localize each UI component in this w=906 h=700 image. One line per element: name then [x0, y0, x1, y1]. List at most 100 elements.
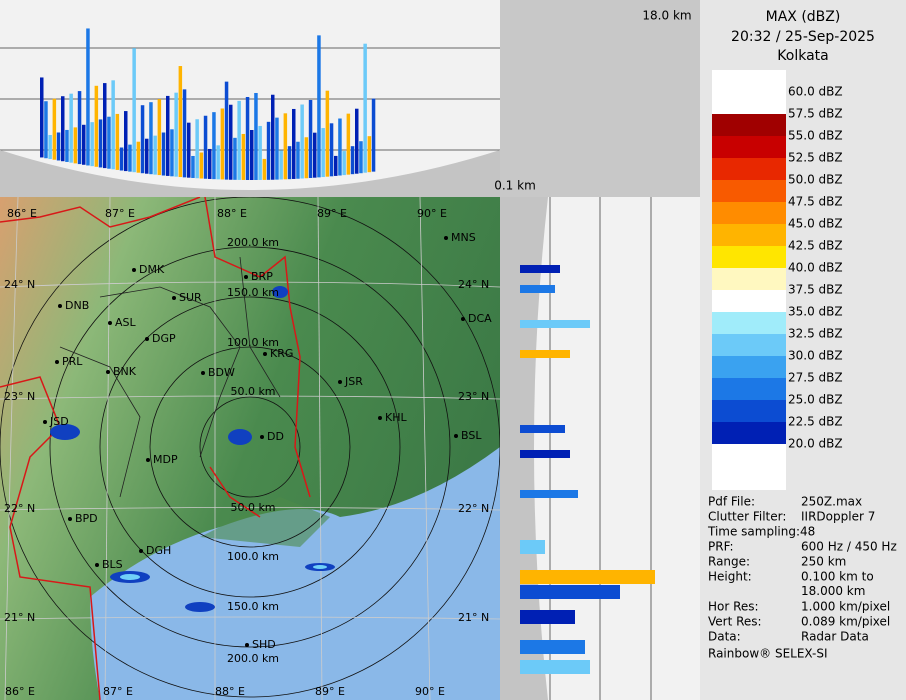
echo — [520, 540, 545, 554]
echo — [283, 113, 288, 180]
echo — [69, 93, 73, 163]
echo — [520, 320, 590, 328]
echo — [124, 111, 128, 172]
echo — [313, 132, 317, 178]
lon-label: 89° E — [317, 207, 347, 220]
echo — [208, 148, 212, 179]
range-label: 150.0 km — [227, 600, 279, 613]
echo — [216, 145, 220, 180]
city-label: BPD — [75, 512, 98, 525]
city-label: MNS — [451, 231, 476, 244]
lon-label: 87° E — [103, 685, 133, 698]
lon-label: 90° E — [417, 207, 447, 220]
corner — [500, 0, 700, 197]
echo — [178, 66, 183, 178]
city-dot — [139, 549, 143, 553]
city-label: BDW — [208, 366, 235, 379]
echo — [40, 77, 44, 158]
city-dot — [68, 517, 72, 521]
legend-label: 57.5 dBZ — [788, 107, 843, 121]
echo — [44, 101, 48, 159]
echo — [325, 90, 330, 177]
echo — [520, 265, 560, 273]
echo — [237, 100, 241, 180]
echo — [520, 350, 570, 358]
info-value: 48 — [800, 525, 815, 539]
echo — [65, 129, 69, 162]
info-value: Radar Data — [801, 630, 869, 644]
echo — [241, 133, 246, 180]
datetime: 20:32 / 25-Sep-2025 — [731, 29, 875, 45]
city-label: PRL — [62, 355, 83, 368]
echo — [342, 151, 346, 176]
city-dot — [108, 321, 112, 325]
city-label: JSD — [49, 415, 69, 428]
lon-label: 88° E — [217, 207, 247, 220]
echo — [229, 104, 233, 180]
legend-swatch — [712, 290, 786, 312]
echo — [329, 123, 334, 177]
info-value: 18.000 km — [801, 584, 865, 598]
echo — [520, 285, 555, 293]
range-label: 100.0 km — [227, 336, 279, 349]
echo — [128, 144, 132, 172]
echo — [107, 116, 111, 169]
top-wedge — [0, 150, 500, 197]
echo — [203, 115, 208, 179]
echo — [73, 127, 78, 164]
lon-label: 86° E — [7, 207, 37, 220]
info-value: 1.000 km/pixel — [801, 600, 890, 614]
echo — [250, 130, 254, 180]
echo — [271, 94, 275, 180]
legend-swatch — [712, 400, 786, 422]
lat-label: 24° N — [458, 278, 489, 291]
range-label: 100.0 km — [227, 550, 279, 563]
echo — [212, 112, 216, 180]
info-value: 600 Hz / 450 Hz — [801, 540, 897, 554]
info-value: 250Z.max — [801, 495, 862, 509]
city-dot — [461, 317, 465, 321]
city-dot — [172, 296, 176, 300]
legend-label: 52.5 dBZ — [788, 151, 843, 165]
echo — [90, 122, 94, 167]
city-label: DNB — [65, 299, 89, 312]
echo — [52, 98, 57, 160]
echo — [56, 132, 61, 161]
city-label: JSR — [344, 375, 363, 388]
echo — [321, 128, 325, 178]
city-dot — [43, 420, 47, 424]
info-label: Time sampling: — [707, 525, 800, 539]
city-label: KRG — [270, 347, 293, 360]
echo — [520, 570, 655, 584]
echo — [136, 141, 141, 173]
legend-label: 35.0 dBZ — [788, 305, 843, 319]
city-dot — [245, 643, 249, 647]
city-label: MDP — [153, 453, 178, 466]
echo — [157, 99, 162, 176]
legend-label: 42.5 dBZ — [788, 239, 843, 253]
echo — [338, 118, 342, 176]
range-label: 50.0 km — [230, 385, 275, 398]
legend-label: 22.5 dBZ — [788, 415, 843, 429]
echo — [182, 89, 187, 178]
legend-swatch — [712, 136, 786, 158]
echo — [77, 91, 82, 165]
echo — [111, 80, 115, 170]
lat-label: 22° N — [458, 502, 489, 515]
echo — [262, 158, 267, 180]
echo — [170, 129, 174, 177]
legend-swatch — [712, 180, 786, 202]
top-echoes — [40, 28, 376, 180]
echo — [48, 134, 52, 159]
legend-label: 47.5 dBZ — [788, 195, 843, 209]
range-label: 200.0 km — [227, 236, 279, 249]
echo — [115, 113, 120, 170]
city-label: BRP — [251, 270, 273, 283]
city-dot — [132, 268, 136, 272]
echo — [520, 450, 570, 458]
legend-label: 55.0 dBZ — [788, 129, 843, 143]
city-label: DGH — [146, 544, 171, 557]
echo — [132, 48, 136, 173]
echo — [292, 108, 296, 179]
